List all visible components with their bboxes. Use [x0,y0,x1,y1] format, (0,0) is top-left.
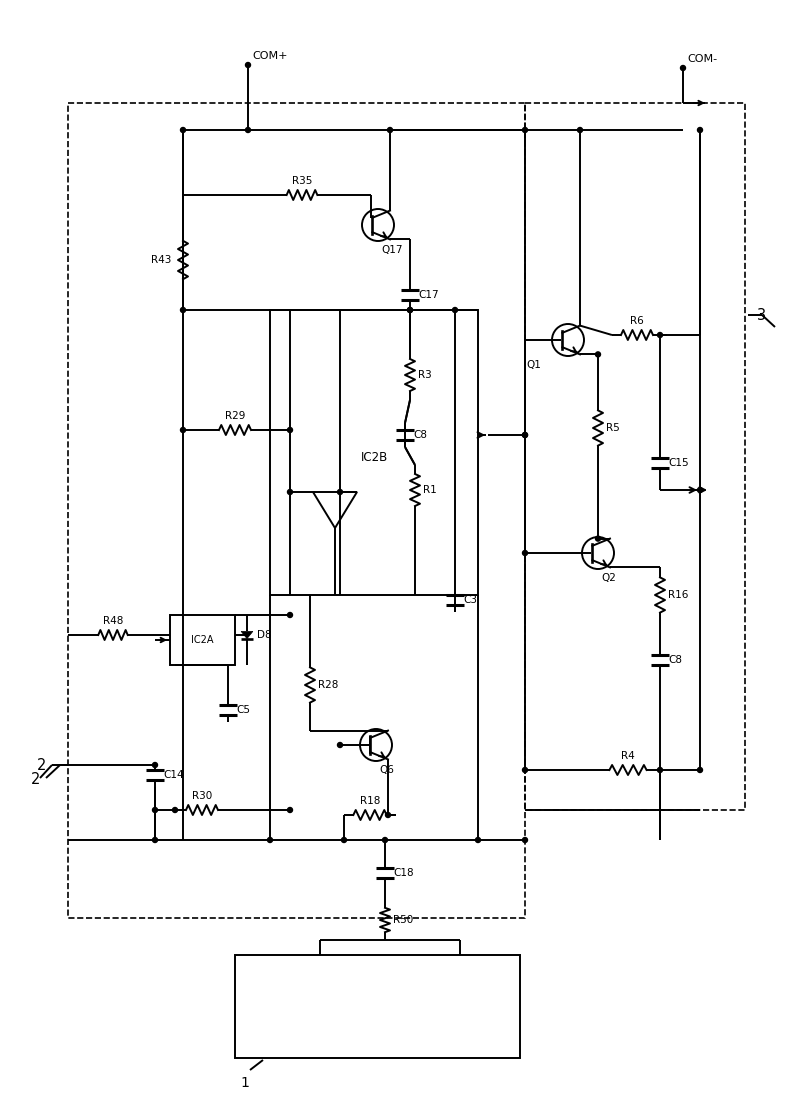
Circle shape [153,837,158,843]
Text: Q17: Q17 [381,246,402,254]
Circle shape [287,613,293,617]
Text: R43: R43 [151,254,171,264]
Text: C15: C15 [668,458,689,468]
Circle shape [658,768,662,772]
Text: IC2B: IC2B [360,451,388,464]
Circle shape [338,742,342,748]
Circle shape [698,488,702,492]
Circle shape [522,768,527,772]
Circle shape [153,808,158,812]
Text: 1: 1 [241,1076,250,1090]
Text: R6: R6 [630,316,644,326]
Text: R5: R5 [606,423,620,433]
Polygon shape [241,632,253,638]
Circle shape [522,433,527,437]
Circle shape [382,837,387,843]
Circle shape [287,808,293,812]
Text: R1: R1 [423,485,437,496]
Bar [270,310,478,595]
Circle shape [407,308,413,312]
Text: R18: R18 [360,796,380,806]
Text: COM-: COM- [687,54,717,64]
Circle shape [181,308,186,312]
Text: C18: C18 [393,868,414,878]
Text: R30: R30 [192,791,212,801]
Circle shape [246,127,250,133]
Text: R48: R48 [103,616,123,626]
Circle shape [407,308,413,312]
Circle shape [246,62,250,67]
Circle shape [698,768,702,772]
Circle shape [153,762,158,768]
Text: Q2: Q2 [601,573,616,583]
Circle shape [522,127,527,133]
Text: R29: R29 [225,411,245,421]
Text: R3: R3 [418,371,432,381]
Circle shape [267,837,273,843]
Circle shape [387,127,393,133]
Text: R28: R28 [318,680,338,690]
Bar [170,615,235,665]
Circle shape [181,127,186,133]
Text: 2: 2 [30,772,40,788]
Circle shape [173,808,178,812]
Circle shape [475,837,481,843]
Circle shape [681,66,686,70]
Text: Q6: Q6 [379,764,394,775]
Text: C17: C17 [418,290,438,300]
Circle shape [287,490,293,494]
Circle shape [595,352,601,357]
Text: R4: R4 [621,751,635,761]
Circle shape [658,333,662,337]
Bar [235,955,520,1058]
Circle shape [698,127,702,133]
Circle shape [522,433,527,437]
Circle shape [342,837,346,843]
Circle shape [338,490,342,494]
Text: D8: D8 [257,631,272,639]
Circle shape [522,837,527,843]
Text: 3: 3 [758,308,766,323]
Circle shape [287,427,293,433]
Circle shape [578,127,582,133]
Circle shape [453,308,458,312]
Text: Q1: Q1 [526,360,541,371]
Text: C8: C8 [413,430,427,440]
Text: R16: R16 [668,590,688,600]
Text: R50: R50 [393,915,414,925]
Text: C3: C3 [463,595,477,605]
Circle shape [595,536,601,541]
Text: R35: R35 [292,176,312,186]
Text: C8: C8 [668,655,682,665]
Text: C14: C14 [163,770,184,780]
Circle shape [386,812,390,818]
Text: 2: 2 [38,758,46,772]
Circle shape [522,550,527,556]
Text: C5: C5 [236,705,250,715]
Text: IC2A: IC2A [191,635,214,645]
Circle shape [181,427,186,433]
Text: COM+: COM+ [252,51,287,61]
